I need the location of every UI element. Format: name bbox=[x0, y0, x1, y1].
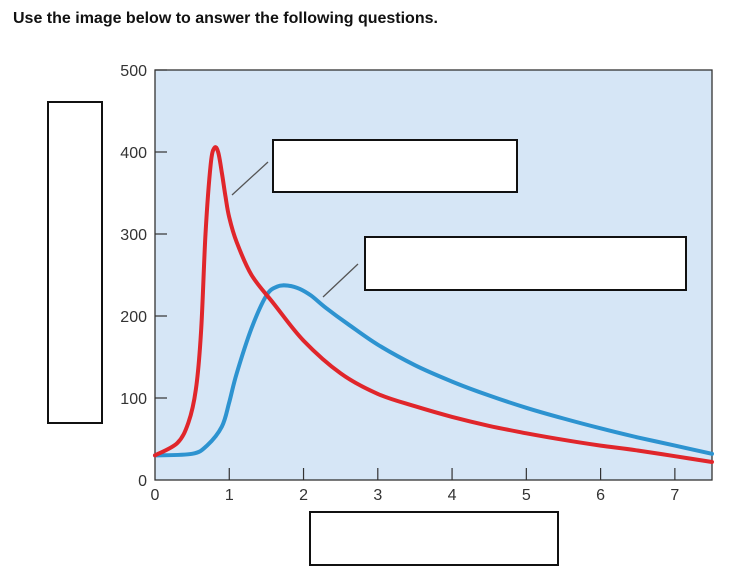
x-tick-label: 6 bbox=[596, 487, 605, 504]
x-axis-label-blank[interactable] bbox=[309, 511, 559, 566]
x-tick-label: 2 bbox=[299, 487, 308, 504]
blue-curve-leader-line bbox=[322, 263, 359, 298]
y-tick-label: 0 bbox=[138, 473, 147, 490]
x-tick-label: 1 bbox=[225, 487, 234, 504]
x-tick-label: 0 bbox=[151, 487, 160, 504]
y-tick-label: 100 bbox=[120, 391, 147, 408]
y-tick-label: 300 bbox=[120, 227, 147, 244]
red-curve-leader-line bbox=[231, 161, 269, 196]
x-tick-label: 3 bbox=[373, 487, 382, 504]
y-tick-label: 500 bbox=[120, 63, 147, 80]
red-concentration-curve bbox=[153, 145, 714, 464]
blue-concentration-curve bbox=[153, 283, 714, 458]
instruction-text: Use the image below to answer the follow… bbox=[13, 10, 438, 27]
y-tick-label: 400 bbox=[120, 145, 147, 162]
red-curve-label-blank[interactable] bbox=[272, 139, 518, 193]
y-axis-label-blank[interactable] bbox=[47, 101, 103, 424]
blue-curve-label-blank[interactable] bbox=[364, 236, 687, 291]
x-tick-label: 7 bbox=[670, 487, 679, 504]
y-tick-label: 200 bbox=[120, 309, 147, 326]
x-tick-label: 5 bbox=[522, 487, 531, 504]
x-tick-label: 4 bbox=[448, 487, 457, 504]
